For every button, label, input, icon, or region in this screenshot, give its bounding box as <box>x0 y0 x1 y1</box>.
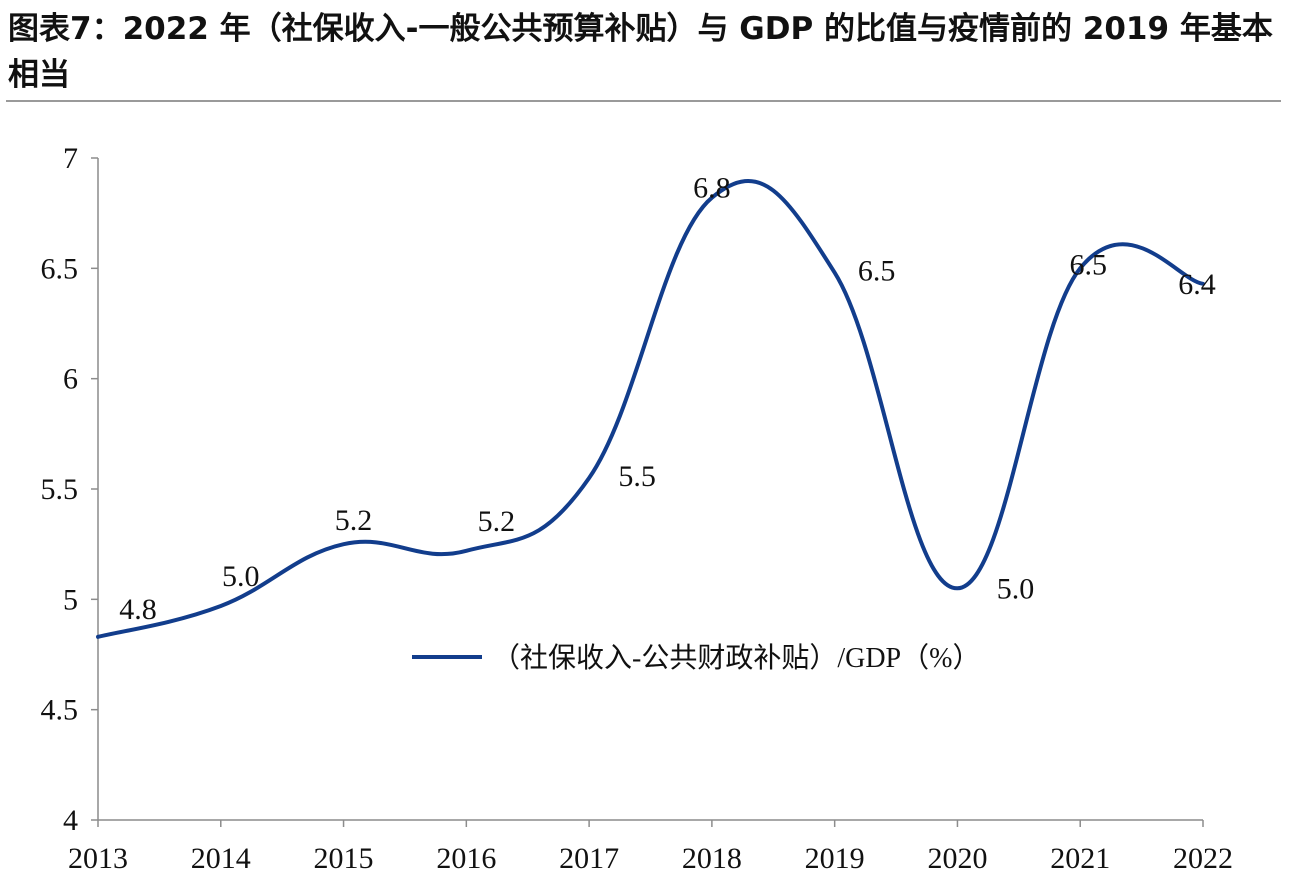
x-tick-label: 2017 <box>559 842 619 875</box>
data-label: 5.0 <box>222 560 260 593</box>
chart-series <box>96 179 1205 639</box>
chart-title: 图表7：2022 年（社保收入-一般公共预算补贴）与 GDP 的比值与疫情前的 … <box>8 11 1273 93</box>
data-label: 5.5 <box>618 460 656 493</box>
x-tick-label: 2019 <box>805 842 865 875</box>
y-tick-label: 6 <box>63 363 78 396</box>
data-label: 5.0 <box>997 572 1035 605</box>
x-tick-label: 2015 <box>314 842 374 875</box>
x-tick-label: 2016 <box>436 842 496 875</box>
x-tick-label: 2018 <box>682 842 742 875</box>
x-tick-label: 2021 <box>1050 842 1110 875</box>
data-label: 6.5 <box>1069 248 1107 281</box>
x-tick-label: 2013 <box>68 842 128 875</box>
title-divider <box>6 100 1281 102</box>
data-label: 6.4 <box>1178 268 1216 301</box>
data-label: 5.2 <box>335 504 373 537</box>
y-tick-label: 5 <box>63 583 78 616</box>
y-tick-label: 7 <box>63 142 78 175</box>
legend-label: （社保收入-公共财政补贴）/GDP（%） <box>492 642 980 674</box>
y-tick-label: 4.5 <box>41 694 79 727</box>
x-tick-label: 2014 <box>191 842 251 875</box>
x-tick-label: 2020 <box>927 842 987 875</box>
series-line <box>96 179 1205 639</box>
chart-data-labels: 4.8 5.0 5.2 5.2 5.5 6.8 6.5 5.0 6.5 6.4 <box>119 172 1216 626</box>
data-label: 5.2 <box>478 505 516 538</box>
y-tick-label: 6.5 <box>41 252 79 285</box>
chart-legend: （社保收入-公共财政补贴）/GDP（%） <box>412 642 980 674</box>
data-label: 4.8 <box>119 593 157 626</box>
y-tick-label: 5.5 <box>41 473 79 506</box>
y-tick-label: 4 <box>63 804 78 837</box>
data-label: 6.5 <box>858 255 896 288</box>
x-tick-label: 2022 <box>1173 842 1233 875</box>
chart-axes: 4 4.5 5 5.5 6 6.5 7 2013 2014 2015 2016 2017 2018 201… <box>41 142 1234 875</box>
data-label: 6.8 <box>693 172 731 205</box>
